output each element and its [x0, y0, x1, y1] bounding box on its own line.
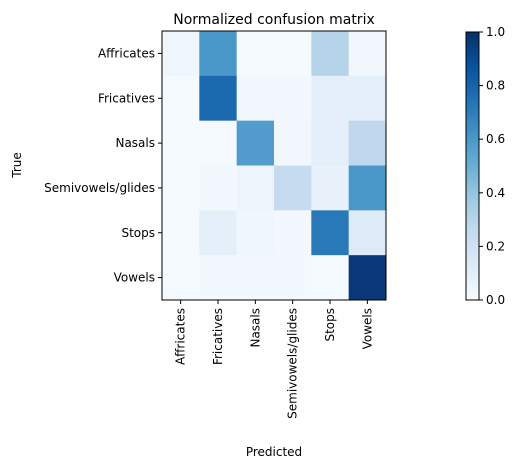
- cell-nasals-fricatives: [199, 120, 237, 166]
- cell-fricatives-vowels: [348, 75, 387, 121]
- cell-stops-fricatives: [199, 210, 237, 256]
- cell-fricatives-semivowels-glides: [274, 75, 312, 121]
- cell-vowels-nasals: [236, 255, 275, 301]
- colorbar-tick-label: 0.6: [486, 132, 505, 146]
- heatmap-cells: [162, 31, 387, 301]
- y-axis-label: True: [10, 152, 24, 179]
- cell-nasals-stops: [311, 120, 349, 166]
- cell-fricatives-stops: [311, 75, 349, 121]
- cell-stops-stops: [311, 210, 349, 256]
- cell-semivowels-glides-semivowels-glides: [274, 165, 312, 211]
- plot-frame: [161, 30, 387, 301]
- y-tick-label-nasals: Nasals: [115, 136, 155, 150]
- cell-fricatives-nasals: [236, 75, 275, 121]
- x-tick-label-nasals: Nasals: [248, 308, 262, 348]
- y-tick-label-fricatives: Fricatives: [98, 91, 155, 105]
- colorbar-tick-label: 1.0: [486, 25, 505, 39]
- y-tick-label-vowels: Vowels: [114, 271, 155, 285]
- cell-semivowels-glides-stops: [311, 165, 349, 211]
- cell-semivowels-glides-nasals: [236, 165, 275, 211]
- colorbar-tick-label: 0.0: [486, 293, 505, 307]
- cell-stops-affricates: [162, 210, 200, 256]
- y-tick-label-affricates: Affricates: [98, 46, 155, 60]
- x-tick-label-stops: Stops: [323, 308, 337, 342]
- x-tick-label-semivowels-glides: Semivowels/glides: [286, 308, 300, 419]
- colorbar-tick-label: 0.4: [486, 186, 505, 200]
- x-tick-label-fricatives: Fricatives: [211, 308, 225, 365]
- y-axis-ticks: Affricates Fricatives Nasals Semivowels/gli…: [44, 46, 162, 285]
- colorbar: 0.0 0.2 0.4 0.6 0.8 1.0: [465, 25, 505, 307]
- cell-nasals-affricates: [162, 120, 200, 166]
- cell-fricatives-fricatives: [199, 75, 237, 121]
- colorbar-gradient: [465, 31, 480, 301]
- y-tick-label-stops: Stops: [121, 226, 155, 240]
- cell-semivowels-glides-vowels: [348, 165, 387, 211]
- cell-stops-nasals: [236, 210, 275, 256]
- cell-stops-vowels: [348, 210, 387, 256]
- x-axis-label: Predicted: [246, 445, 302, 459]
- cell-nasals-semivowels-glides: [274, 120, 312, 166]
- cell-nasals-nasals: [236, 120, 275, 166]
- x-tick-label-vowels: Vowels: [360, 308, 374, 349]
- cell-vowels-fricatives: [199, 255, 237, 301]
- y-tick-label-semivowels-glides: Semivowels/glides: [44, 181, 155, 195]
- cell-vowels-vowels: [348, 255, 387, 301]
- x-tick-label-affricates: Affricates: [174, 308, 188, 365]
- cell-nasals-vowels: [348, 120, 387, 166]
- colorbar-tick-label: 0.8: [486, 79, 505, 93]
- cell-affricates-nasals: [236, 31, 275, 77]
- cell-vowels-affricates: [162, 255, 200, 301]
- cell-semivowels-glides-affricates: [162, 165, 200, 211]
- cell-vowels-stops: [311, 255, 349, 301]
- x-axis-ticks: Affricates Fricatives Nasals Semivowels/gli…: [174, 300, 374, 419]
- cell-stops-semivowels-glides: [274, 210, 312, 256]
- cell-affricates-vowels: [348, 31, 387, 77]
- cell-vowels-semivowels-glides: [274, 255, 312, 301]
- cell-affricates-fricatives: [199, 31, 237, 77]
- chart-title: Normalized confusion matrix: [173, 12, 375, 28]
- cell-semivowels-glides-fricatives: [199, 165, 237, 211]
- colorbar-tick-label: 0.2: [486, 239, 505, 253]
- cell-affricates-stops: [311, 31, 349, 77]
- cell-affricates-affricates: [162, 31, 200, 77]
- cell-affricates-semivowels-glides: [274, 31, 312, 77]
- cell-fricatives-affricates: [162, 75, 200, 121]
